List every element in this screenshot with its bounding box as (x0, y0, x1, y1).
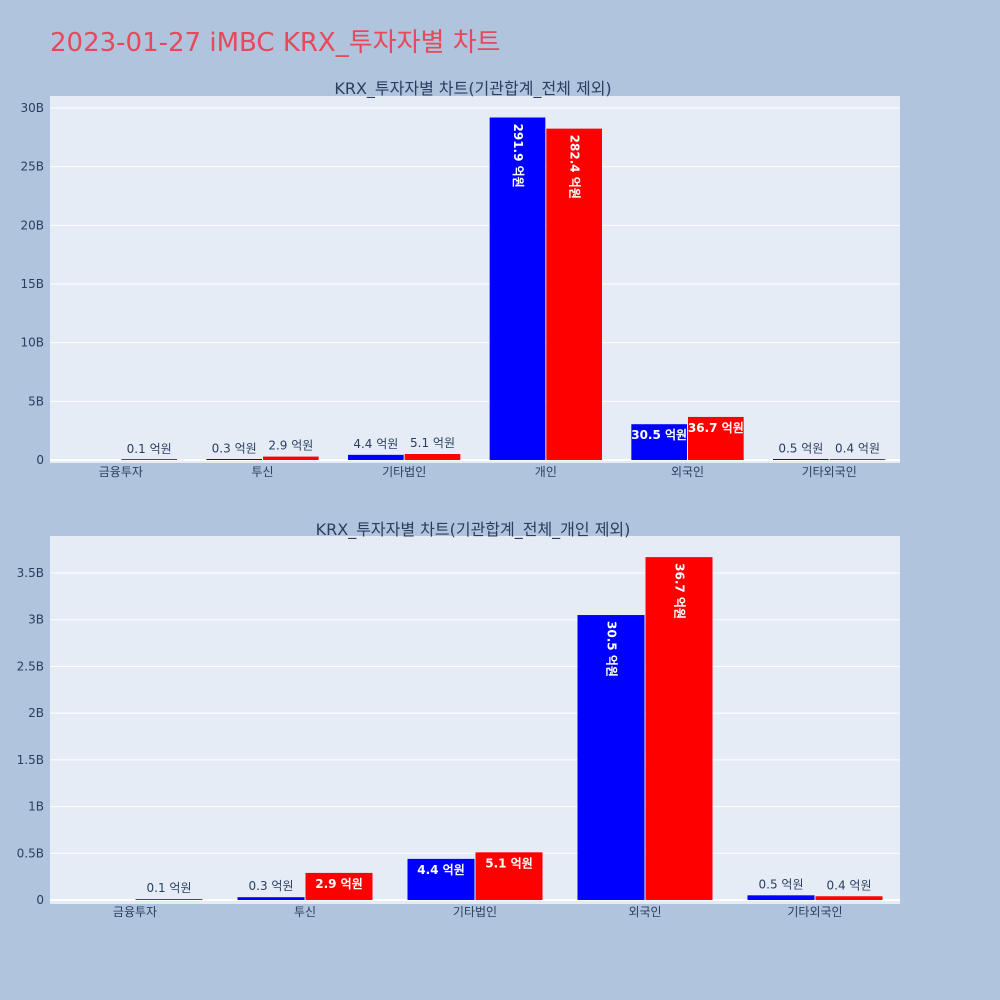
y-tick-label: 0 (36, 453, 44, 467)
y-tick-label: 1B (28, 800, 44, 814)
chart-1: 0 5B 10B 15B 20B 25B 30B KRX_투자자별 차트(기관합계_전체 제외… (20, 79, 900, 479)
x-tick-label: 투신 (251, 465, 273, 479)
x-tick-label: 기타외국인 (787, 905, 842, 919)
bar (645, 557, 713, 900)
data-label: 5.1 억원 (410, 436, 455, 450)
y-tick-label: 2B (28, 706, 44, 720)
y-tick-label: 30B (20, 101, 44, 115)
y-tick-label: 1.5B (17, 753, 44, 767)
data-label: 36.7 억원 (673, 563, 687, 619)
data-label: 30.5 억원 (605, 621, 619, 677)
bar (546, 128, 602, 460)
bar (688, 416, 744, 460)
chart-2: 0 0.5B 1B 1.5B 2B 2.5B 3B 3.5B KRX_투자자별 차트(기관합계_… (17, 520, 900, 919)
data-label: 2.9 억원 (268, 439, 313, 453)
y-tick-label: 3.5B (17, 566, 44, 580)
x-tick-label: 기타법인 (382, 465, 426, 479)
data-label: 4.4 억원 (353, 437, 398, 451)
bar (631, 424, 687, 460)
data-label: 0.4 억원 (835, 442, 880, 456)
data-label: 0.5 억원 (778, 441, 823, 455)
y-tick-label: 25B (20, 160, 44, 174)
plot-area (50, 96, 900, 463)
x-tick-label: 기타법인 (453, 905, 497, 919)
bar (305, 872, 373, 900)
data-label: 0.4 억원 (827, 878, 872, 892)
data-label: 4.4 억원 (417, 863, 465, 877)
chart-title: KRX_투자자별 차트(기관합계_전체 제외) (334, 79, 611, 99)
data-label: 30.5 억원 (631, 428, 687, 442)
bar (773, 459, 829, 460)
bar (407, 858, 475, 900)
y-tick-label: 2.5B (17, 659, 44, 673)
x-tick-label: 외국인 (671, 465, 704, 479)
x-tick-label: 외국인 (628, 905, 661, 919)
y-tick-label: 5B (28, 394, 44, 408)
bar (475, 852, 543, 900)
data-label: 0.1 억원 (127, 442, 172, 456)
data-label: 0.3 억원 (212, 442, 257, 456)
bar (206, 459, 262, 460)
bar (263, 456, 319, 460)
x-tick-label: 투신 (294, 905, 316, 919)
data-label: 0.3 억원 (249, 879, 294, 893)
bar (489, 117, 546, 460)
bar (237, 897, 305, 900)
bar (747, 895, 815, 900)
y-tick-label: 15B (20, 277, 44, 291)
data-label: 0.5 억원 (759, 877, 804, 891)
bar (348, 454, 404, 460)
y-tick-label: 20B (20, 218, 44, 232)
x-tick-label: 개인 (535, 465, 557, 479)
data-label: 36.7 억원 (688, 421, 744, 435)
y-tick-label: 10B (20, 336, 44, 350)
data-label: 2.9 억원 (315, 877, 363, 891)
bar (577, 615, 645, 900)
chart-title: KRX_투자자별 차트(기관합계_전체_개인 제외) (316, 520, 631, 540)
x-tick-label: 금융투자 (113, 905, 157, 919)
y-tick-label: 3B (28, 613, 44, 627)
y-tick-label: 0.5B (17, 846, 44, 860)
bar (135, 899, 203, 900)
bar (829, 459, 886, 460)
bar (815, 896, 883, 900)
data-label: 291.9 억원 (511, 124, 525, 188)
plot-area (50, 536, 900, 904)
bar (121, 459, 177, 460)
page-title: 2023-01-27 iMBC KRX_투자자별 차트 (50, 28, 501, 58)
data-label: 0.1 억원 (147, 881, 192, 895)
y-tick-label: 0 (36, 893, 44, 907)
x-tick-label: 금융투자 (99, 465, 143, 479)
data-label: 282.4 억원 (568, 135, 582, 199)
bar (404, 454, 461, 460)
x-tick-label: 기타외국인 (802, 465, 857, 479)
data-label: 5.1 억원 (485, 856, 533, 870)
